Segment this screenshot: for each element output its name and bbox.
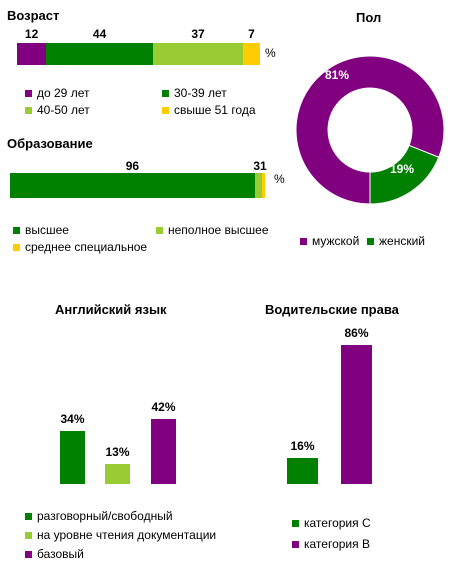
license-legend-item: категория В — [292, 537, 370, 551]
education-legend-item: среднее специальное — [13, 240, 147, 254]
legend-label: до 29 лет — [37, 86, 90, 100]
english-bar — [60, 431, 85, 484]
age-chart-title: Возраст — [7, 8, 60, 23]
legend-swatch — [13, 226, 20, 234]
english-bar-label: 42% — [151, 400, 176, 414]
education-bar-value: 96 — [125, 159, 140, 173]
education-bar-label-secondary: 31 — [253, 159, 267, 173]
age-bar-value: 12 — [24, 27, 39, 41]
english-legend-item: на уровне чтения документации — [25, 528, 216, 542]
education-bar-segment — [254, 173, 263, 198]
age-bar-value: 44 — [92, 27, 107, 41]
education-bar-segment — [10, 173, 255, 198]
age-percent-sign: % — [265, 46, 276, 60]
license-bar-label: 16% — [290, 439, 315, 454]
english-chart-title: Английский язык — [55, 302, 167, 317]
license-bar — [287, 458, 318, 484]
age-bar-value: 37 — [191, 27, 205, 41]
legend-label: среднее специальное — [25, 240, 148, 254]
gender-legend-item: мужской — [300, 234, 359, 248]
legend-swatch — [156, 226, 163, 234]
education-legend-item: высшее — [13, 223, 69, 237]
license-bar — [341, 345, 372, 484]
education-legend-item: неполное высшее — [156, 223, 269, 237]
age-legend-item: свыше 51 года — [162, 103, 256, 117]
age-bar-value: 7 — [248, 27, 255, 41]
english-bar — [151, 419, 176, 484]
gender-chart-title: Пол — [356, 10, 382, 25]
legend-label: разговорный/свободный — [37, 509, 173, 523]
age-legend-item: до 29 лет — [25, 86, 89, 100]
age-bar-segment — [153, 43, 243, 65]
legend-swatch — [25, 512, 32, 520]
legend-swatch — [13, 243, 20, 251]
legend-label: базовый — [37, 547, 84, 561]
english-bar-label: 34% — [60, 412, 85, 427]
legend-label: неполное высшее — [168, 223, 269, 237]
legend-swatch — [292, 519, 299, 527]
education-chart-title: Образование — [7, 136, 93, 151]
gender-legend-item: женский — [367, 234, 425, 248]
legend-label: свыше 51 года — [174, 103, 256, 117]
age-legend-item: 40-50 лет — [25, 103, 90, 117]
legend-swatch — [162, 106, 169, 114]
legend-swatch — [300, 237, 307, 245]
legend-label: категория В — [304, 537, 370, 551]
license-bar-label: 86% — [344, 326, 369, 340]
legend-swatch — [292, 540, 299, 548]
legend-swatch — [367, 237, 374, 245]
legend-label: 40-50 лет — [37, 103, 90, 117]
legend-label: женский — [379, 234, 425, 248]
legend-swatch — [162, 89, 169, 97]
legend-swatch — [25, 550, 32, 558]
license-legend-item: категория С — [292, 516, 371, 530]
age-bar-segment — [17, 43, 47, 65]
legend-swatch — [25, 531, 32, 539]
license-chart-title: Водительские права — [265, 302, 399, 317]
legend-label: высшее — [25, 223, 69, 237]
age-bar-segment — [242, 43, 260, 65]
english-bar-label: 13% — [105, 444, 130, 459]
legend-label: 30-39 лет — [174, 86, 227, 100]
english-bar — [105, 463, 130, 484]
legend-label: на уровне чтения документации — [37, 528, 217, 542]
legend-swatch — [25, 106, 32, 114]
legend-label: категория С — [304, 516, 371, 530]
legend-swatch — [25, 89, 32, 97]
legend-label: мужской — [312, 234, 360, 248]
english-legend-item: разговорный/свободный — [25, 509, 173, 523]
age-legend-item: 30-39 лет — [162, 86, 227, 100]
education-bar-segment — [262, 173, 265, 198]
education-percent-sign: % — [274, 172, 285, 186]
age-bar-segment — [46, 43, 154, 65]
english-legend-item: базовый — [25, 547, 84, 561]
